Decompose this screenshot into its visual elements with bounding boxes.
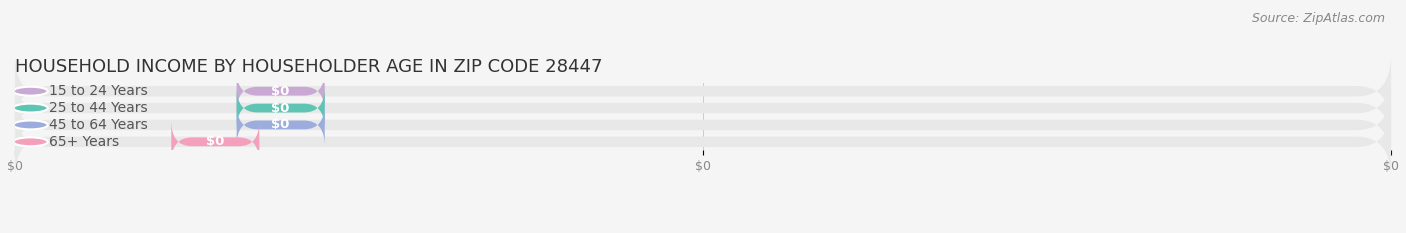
FancyBboxPatch shape (15, 88, 1391, 162)
Text: 65+ Years: 65+ Years (49, 135, 120, 149)
FancyBboxPatch shape (172, 121, 259, 163)
Ellipse shape (13, 137, 48, 146)
FancyBboxPatch shape (236, 70, 325, 112)
Ellipse shape (13, 120, 48, 129)
Text: Source: ZipAtlas.com: Source: ZipAtlas.com (1251, 12, 1385, 25)
Text: $0: $0 (207, 135, 225, 148)
Text: HOUSEHOLD INCOME BY HOUSEHOLDER AGE IN ZIP CODE 28447: HOUSEHOLD INCOME BY HOUSEHOLDER AGE IN Z… (15, 58, 602, 76)
Text: 45 to 64 Years: 45 to 64 Years (49, 118, 148, 132)
FancyBboxPatch shape (236, 87, 325, 129)
Text: 25 to 44 Years: 25 to 44 Years (49, 101, 148, 115)
Text: 15 to 24 Years: 15 to 24 Years (49, 84, 148, 98)
FancyBboxPatch shape (15, 71, 1391, 145)
Text: $0: $0 (271, 102, 290, 115)
Text: $0: $0 (271, 118, 290, 131)
Ellipse shape (13, 87, 48, 96)
FancyBboxPatch shape (15, 54, 1391, 128)
FancyBboxPatch shape (15, 105, 1391, 179)
Ellipse shape (13, 104, 48, 113)
FancyBboxPatch shape (236, 104, 325, 146)
Text: $0: $0 (271, 85, 290, 98)
